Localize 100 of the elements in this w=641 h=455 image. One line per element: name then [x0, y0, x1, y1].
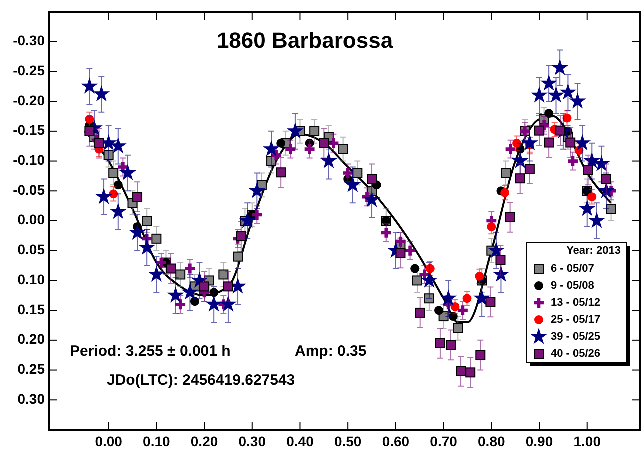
point [544, 138, 554, 148]
point [182, 284, 198, 300]
point [424, 294, 434, 304]
point [476, 350, 486, 360]
point [458, 306, 468, 316]
point [410, 264, 420, 274]
legend-label: 6 - 05/07 [551, 262, 594, 275]
point [266, 156, 277, 166]
point [512, 138, 522, 148]
point [562, 114, 572, 123]
point [500, 188, 510, 198]
point [446, 340, 456, 350]
x-tick-label: 0.10 [143, 434, 171, 450]
point [405, 246, 416, 256]
point [396, 236, 406, 247]
x-tick-label: 0.50 [334, 434, 362, 450]
point [412, 276, 422, 286]
x-tick-label: 0.90 [526, 434, 554, 450]
x-tick-label: 0.00 [95, 434, 123, 450]
point [583, 165, 594, 176]
point [328, 138, 339, 148]
point [304, 144, 315, 154]
point [462, 294, 472, 304]
point [534, 126, 545, 136]
point [271, 150, 282, 160]
point [240, 213, 256, 228]
y-tick-label: 0.00 [18, 212, 46, 228]
point [223, 282, 234, 292]
point [456, 366, 466, 376]
point [94, 86, 110, 101]
point [190, 297, 200, 306]
x-tick-label: 0.80 [478, 434, 506, 450]
point [570, 94, 586, 108]
point [288, 124, 303, 138]
point [422, 272, 437, 288]
point [321, 153, 336, 168]
point [345, 177, 360, 192]
annotation: Period: 3.255 ± 0.001 h [70, 343, 231, 360]
point [206, 296, 222, 312]
point [250, 183, 265, 198]
point [168, 288, 184, 302]
point [588, 192, 597, 202]
point [435, 338, 446, 348]
point [599, 183, 614, 198]
point [552, 60, 568, 75]
y-tick-label: -0.20 [13, 92, 46, 108]
y-tick-label: 0.05 [18, 242, 46, 258]
point [200, 282, 210, 292]
point [230, 278, 246, 294]
point [466, 368, 476, 378]
point [512, 153, 528, 168]
point [589, 213, 604, 228]
point [110, 138, 126, 153]
legend-label: 40 - 05/26 [551, 348, 601, 360]
point [104, 150, 114, 160]
point [152, 234, 162, 244]
point [575, 136, 590, 150]
point [486, 297, 496, 308]
point [415, 308, 426, 318]
point [85, 114, 94, 124]
point [82, 78, 98, 94]
point [381, 228, 392, 238]
point [236, 232, 246, 242]
point [176, 300, 186, 310]
point [96, 189, 112, 204]
point [488, 243, 504, 258]
y-tick-label: -0.25 [13, 62, 46, 78]
point [505, 212, 516, 222]
point [496, 255, 506, 266]
point [441, 290, 456, 306]
point [140, 240, 155, 254]
point [475, 272, 484, 282]
x-tick-label: 0.60 [382, 434, 410, 450]
point [453, 323, 464, 334]
point [120, 165, 136, 180]
point [343, 168, 354, 178]
point [142, 216, 152, 226]
point [352, 168, 363, 178]
x-tick-label: 0.40 [286, 434, 314, 450]
point [606, 204, 616, 214]
point [580, 201, 595, 216]
point [218, 270, 229, 280]
x-tick-label: 0.20 [190, 434, 218, 450]
annotation: JDo(LTC): 2456419.627543 [107, 372, 296, 389]
point [602, 174, 612, 184]
point [310, 126, 320, 136]
point [132, 192, 143, 202]
point [338, 144, 348, 154]
point [584, 153, 600, 168]
point [542, 76, 557, 90]
point [276, 138, 286, 148]
point [568, 156, 578, 166]
x-tick-label: 0.30 [238, 434, 266, 450]
point [548, 88, 564, 102]
point [594, 156, 610, 171]
point [448, 312, 458, 322]
point [474, 290, 490, 306]
point [149, 266, 164, 282]
y-tick-label: 0.25 [18, 360, 46, 377]
point [110, 204, 126, 218]
